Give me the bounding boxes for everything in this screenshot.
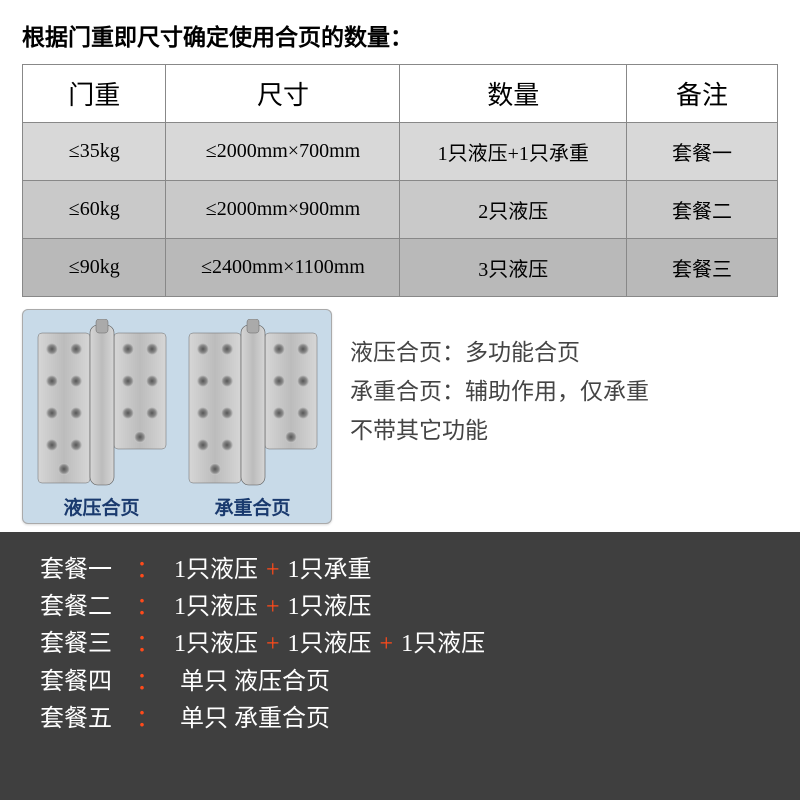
package-part: 1只液压 bbox=[174, 594, 258, 620]
cell-size: ≤2400mm×1100mm bbox=[166, 239, 400, 297]
colon-icon: ： bbox=[136, 706, 160, 732]
th-weight: 门重 bbox=[23, 65, 166, 123]
package-row: 套餐五： 单只 承重合页 bbox=[40, 701, 760, 738]
hinge-image-box: 液压合页 bbox=[22, 309, 332, 524]
colon-icon: ： bbox=[136, 631, 160, 657]
package-row: 套餐三： 1只液压 +1只液压 +1只液压 bbox=[40, 626, 760, 663]
cell-size: ≤2000mm×900mm bbox=[166, 181, 400, 239]
package-part: 1只液压 bbox=[288, 594, 372, 620]
hydraulic-label: 液压合页 bbox=[63, 493, 139, 520]
package-single: 单只 液压合页 bbox=[174, 669, 330, 695]
desc-line1: 液压合页：多功能合页 bbox=[350, 333, 778, 372]
table-row: ≤35kg≤2000mm×700mm1只液压+1只承重套餐一 bbox=[23, 123, 778, 181]
th-note: 备注 bbox=[626, 65, 777, 123]
middle-section: 液压合页 bbox=[0, 297, 800, 532]
plus-icon: + bbox=[380, 631, 394, 657]
package-list: 套餐一：1只液压+1只承重套餐二：1只液压+1只液压套餐三：1只液压+1只液压+… bbox=[0, 532, 800, 800]
package-part: 1只承重 bbox=[288, 557, 372, 583]
package-row: 套餐四： 单只 液压合页 bbox=[40, 664, 760, 701]
spec-table-wrap: 门重 尺寸 数量 备注 ≤35kg≤2000mm×700mm1只液压+1只承重套… bbox=[0, 64, 800, 297]
package-name: 套餐四 bbox=[40, 664, 134, 701]
bearing-hinge: 承重合页 bbox=[185, 319, 320, 520]
hydraulic-hinge: 液压合页 bbox=[34, 319, 169, 520]
colon-icon: ： bbox=[136, 594, 160, 620]
cell-weight: ≤60kg bbox=[23, 181, 166, 239]
package-part: 1只液压 bbox=[401, 631, 485, 657]
package-name: 套餐二 bbox=[40, 589, 134, 626]
package-name: 套餐一 bbox=[40, 552, 134, 589]
package-name: 套餐五 bbox=[40, 701, 134, 738]
spec-table: 门重 尺寸 数量 备注 ≤35kg≤2000mm×700mm1只液压+1只承重套… bbox=[22, 64, 778, 297]
bearing-hinge-icon bbox=[185, 319, 320, 489]
th-size: 尺寸 bbox=[166, 65, 400, 123]
package-row: 套餐二： 1只液压 +1只液压 bbox=[40, 589, 760, 626]
cell-weight: ≤35kg bbox=[23, 123, 166, 181]
desc-line3: 不带其它功能 bbox=[350, 411, 778, 450]
package-part: 1只液压 bbox=[288, 631, 372, 657]
plus-icon: + bbox=[266, 557, 280, 583]
package-row: 套餐一： 1只液压 +1只承重 bbox=[40, 552, 760, 589]
bearing-label: 承重合页 bbox=[214, 493, 290, 520]
plus-icon: + bbox=[266, 594, 280, 620]
table-row: ≤90kg≤2400mm×1100mm3只液压套餐三 bbox=[23, 239, 778, 297]
package-name: 套餐三 bbox=[40, 626, 134, 663]
cell-qty: 1只液压+1只承重 bbox=[400, 123, 627, 181]
cell-note: 套餐二 bbox=[626, 181, 777, 239]
colon-icon: ： bbox=[136, 557, 160, 583]
cell-note: 套餐一 bbox=[626, 123, 777, 181]
package-part: 1只液压 bbox=[174, 557, 258, 583]
cell-qty: 3只液压 bbox=[400, 239, 627, 297]
cell-size: ≤2000mm×700mm bbox=[166, 123, 400, 181]
table-row: ≤60kg≤2000mm×900mm2只液压套餐二 bbox=[23, 181, 778, 239]
colon-icon: ： bbox=[136, 669, 160, 695]
desc-line2: 承重合页：辅助作用，仅承重 bbox=[350, 372, 778, 411]
cell-qty: 2只液压 bbox=[400, 181, 627, 239]
package-single: 单只 承重合页 bbox=[174, 706, 330, 732]
th-qty: 数量 bbox=[400, 65, 627, 123]
cell-note: 套餐三 bbox=[626, 239, 777, 297]
table-header-row: 门重 尺寸 数量 备注 bbox=[23, 65, 778, 123]
page-title: 根据门重即尺寸确定使用合页的数量： bbox=[0, 0, 800, 64]
hydraulic-hinge-icon bbox=[34, 319, 169, 489]
cell-weight: ≤90kg bbox=[23, 239, 166, 297]
package-part: 1只液压 bbox=[174, 631, 258, 657]
plus-icon: + bbox=[266, 631, 280, 657]
hinge-description: 液压合页：多功能合页 承重合页：辅助作用，仅承重 不带其它功能 bbox=[350, 309, 778, 450]
